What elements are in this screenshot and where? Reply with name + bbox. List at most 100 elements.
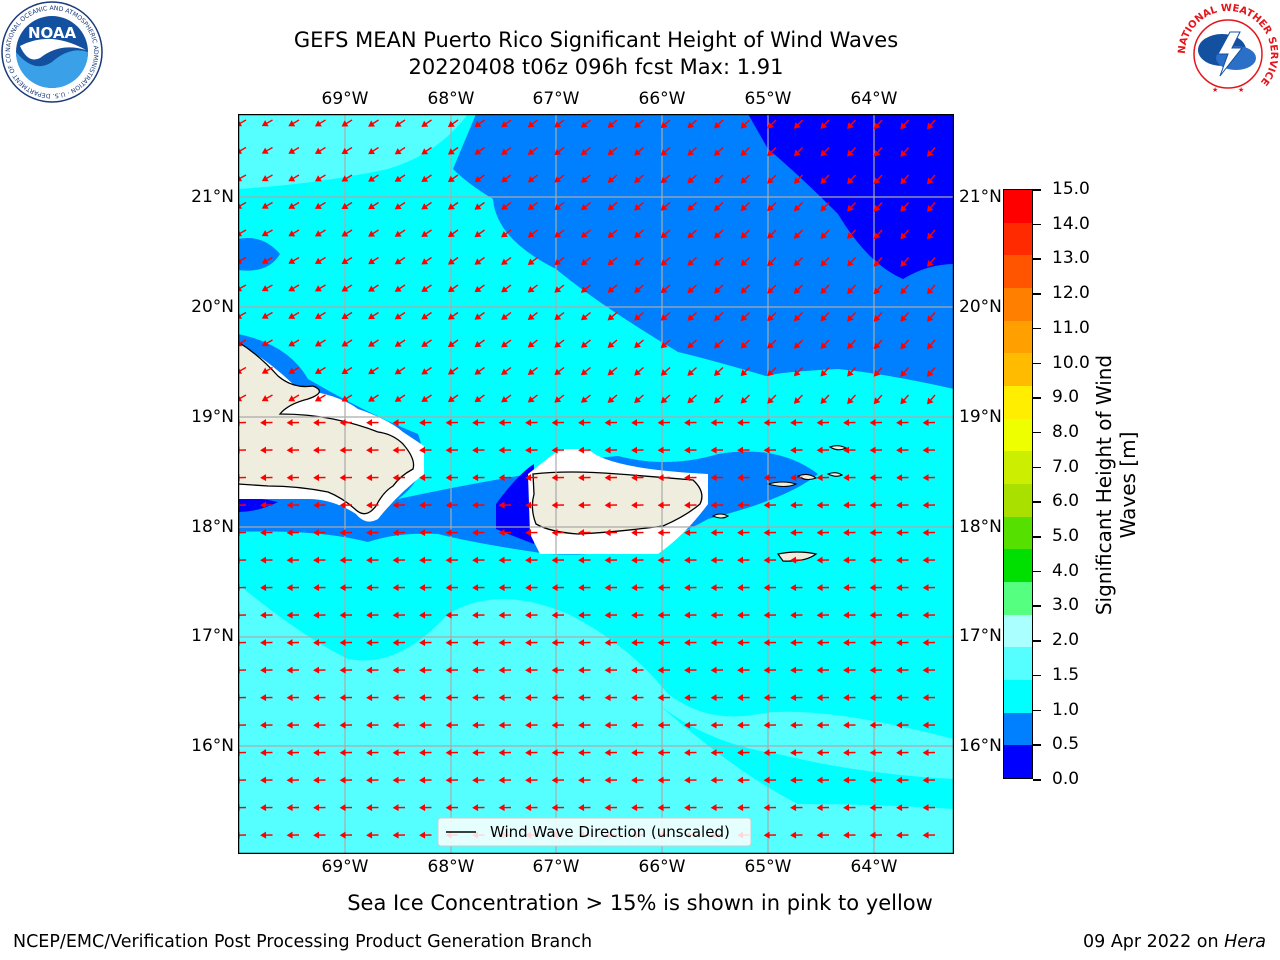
wave-vector-head xyxy=(578,584,585,592)
wave-vector-head xyxy=(869,694,876,702)
wave-vector-head xyxy=(900,177,907,185)
wave-vector-head xyxy=(793,122,801,129)
wave-vector-head xyxy=(604,804,611,812)
wave-vector-head xyxy=(527,121,535,128)
wave-vector-head xyxy=(820,177,828,184)
colorbar-title: Significant Height of Wind Waves [m] xyxy=(1092,354,1140,616)
wave-vector-head xyxy=(820,259,828,267)
wave-vector-head xyxy=(286,584,293,592)
wave-vector-head xyxy=(843,584,850,592)
wave-vector-head xyxy=(873,314,881,322)
wave-vector-head xyxy=(578,474,585,482)
wave-vector-head xyxy=(368,203,376,210)
wave-vector-head xyxy=(392,529,399,537)
wave-vector-head xyxy=(634,396,641,404)
wave-vector-head xyxy=(314,285,322,292)
wave-vector-head xyxy=(525,804,532,812)
wave-vector-head xyxy=(313,556,320,564)
colorbar-tick-mark xyxy=(1033,293,1041,295)
wave-vector-head xyxy=(763,446,770,454)
wave-vector-head xyxy=(843,804,850,812)
wave-vector-head xyxy=(660,369,668,376)
wave-vector-head xyxy=(900,150,907,157)
wave-vector-head xyxy=(392,501,399,509)
wave-vector-head xyxy=(869,584,876,592)
wave-vector-head xyxy=(793,287,801,294)
wave-vector-head xyxy=(286,474,293,482)
wave-vector-head xyxy=(525,419,532,427)
wave-vector-head xyxy=(926,342,934,350)
wave-vector-head xyxy=(922,419,929,427)
wave-vector-head xyxy=(604,721,611,729)
wave-vector-head xyxy=(607,368,615,376)
wave-vector-head xyxy=(843,556,850,564)
wave-vector-head xyxy=(498,749,505,757)
wave-vector-head xyxy=(261,230,269,237)
wave-vector-head xyxy=(261,147,269,154)
wave-vector-head xyxy=(634,369,641,376)
wave-vector-head xyxy=(896,639,903,647)
wave-vector-head xyxy=(580,231,588,238)
wave-vector-head xyxy=(527,203,535,211)
wave-vector-head xyxy=(816,749,823,757)
wave-vector-head xyxy=(288,257,296,264)
wave-vector-head xyxy=(873,397,881,405)
footer-date: 09 Apr 2022 on xyxy=(1083,932,1225,952)
wave-vector-head xyxy=(793,177,801,184)
wave-vector-head xyxy=(710,501,717,509)
wave-vector-head xyxy=(657,721,664,729)
wave-vector-head xyxy=(604,666,611,674)
wave-vector-head xyxy=(631,419,638,427)
wave-vector-head xyxy=(366,694,373,702)
colorbar-tick-mark xyxy=(1033,570,1041,573)
wave-vector-head xyxy=(501,231,508,238)
wave-vector-head xyxy=(341,285,349,292)
wave-vector-head xyxy=(607,313,615,321)
wave-vector-head xyxy=(366,776,373,784)
wave-vector-head xyxy=(419,419,426,427)
wave-vector-head xyxy=(763,611,770,619)
wave-vector-head xyxy=(816,446,823,454)
wind-wave-vectors xyxy=(238,119,936,839)
wave-vector-head xyxy=(498,611,505,619)
wave-vector-head xyxy=(339,776,346,784)
wave-vector-head xyxy=(419,556,426,564)
wave-vector-head xyxy=(763,501,770,509)
wave-vector-head xyxy=(634,121,641,129)
wave-vector-head xyxy=(394,203,402,210)
wave-vector-head xyxy=(767,397,774,404)
wave-vector-head xyxy=(368,230,376,237)
wave-vector-head xyxy=(869,474,876,482)
wave-vector-head xyxy=(419,584,426,592)
wave-vector-head xyxy=(339,529,346,537)
wave-vector-head xyxy=(472,446,479,454)
lat-label-right: 20°N xyxy=(959,297,1002,317)
chart-title: GEFS MEAN Puerto Rico Significant Height… xyxy=(293,28,899,52)
wave-vector-head xyxy=(816,419,823,427)
wave-vector-head xyxy=(657,639,664,647)
wave-vector-head xyxy=(763,419,770,427)
wave-vector-head xyxy=(313,804,320,812)
wave-vector-head xyxy=(687,259,695,266)
wave-vector-head xyxy=(896,804,903,812)
wave-vector-head xyxy=(445,804,452,812)
colorbar-bin xyxy=(1004,647,1032,680)
wave-vector-head xyxy=(472,749,479,757)
wave-vector-head xyxy=(260,529,267,537)
wave-vector-head xyxy=(498,446,505,454)
wave-vector-head xyxy=(660,314,668,321)
colorbar-bin xyxy=(1004,385,1032,419)
wave-vector-head xyxy=(261,285,269,292)
wave-vector-head xyxy=(869,501,876,509)
wave-vector-head xyxy=(847,177,854,185)
wave-vector-head xyxy=(578,721,585,729)
wave-vector-head xyxy=(631,529,638,537)
wave-vector-head xyxy=(710,529,717,537)
wave-vector-head xyxy=(896,446,903,454)
lat-label-right: 16°N xyxy=(959,736,1002,756)
wave-vector-head xyxy=(260,776,267,784)
wave-vector-head xyxy=(288,312,296,319)
wave-vector-head xyxy=(926,205,934,212)
wave-vector-head xyxy=(740,149,748,157)
wave-vector-head xyxy=(288,175,296,182)
